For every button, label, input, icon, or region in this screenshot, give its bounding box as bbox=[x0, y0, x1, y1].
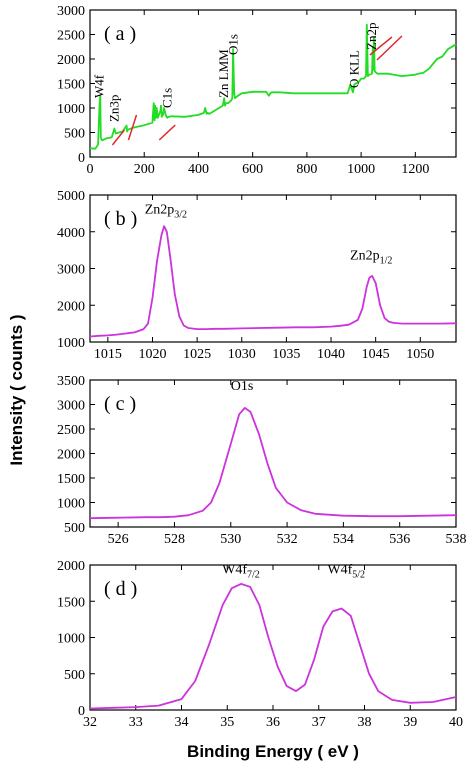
x-tick-label: 1040 bbox=[317, 347, 345, 362]
peak-annotation-subscript: 5/2 bbox=[352, 570, 365, 581]
annotation-pointer bbox=[376, 35, 403, 61]
y-tick-label: 5000 bbox=[57, 189, 85, 204]
x-tick-label: 600 bbox=[242, 162, 263, 177]
x-tick-label: 1000 bbox=[347, 162, 375, 177]
x-tick-label: 32 bbox=[83, 715, 97, 730]
y-tick-label: 1000 bbox=[57, 102, 85, 117]
spectrum-line bbox=[89, 225, 457, 338]
x-tick-label: 40 bbox=[449, 715, 463, 730]
y-tick-label: 1500 bbox=[57, 472, 85, 487]
x-tick-label: 200 bbox=[134, 162, 155, 177]
x-tick-label: 400 bbox=[188, 162, 209, 177]
x-tick-label: 37 bbox=[312, 715, 326, 730]
x-tick-label: 1035 bbox=[272, 347, 300, 362]
panel-label: ( a ) bbox=[104, 23, 136, 45]
y-axis-label-container: Intensity ( counts ) bbox=[4, 200, 30, 580]
peak-annotation: Zn2p bbox=[364, 23, 379, 50]
annotation-pointer bbox=[111, 129, 125, 146]
plot-frame bbox=[89, 379, 457, 528]
y-tick-label: 1000 bbox=[57, 497, 85, 512]
y-tick-label: 0 bbox=[78, 151, 85, 166]
panel-label: ( c ) bbox=[104, 393, 136, 415]
x-tick-label: 1015 bbox=[94, 347, 122, 362]
y-tick-label: 3000 bbox=[57, 4, 85, 19]
x-tick-label: 530 bbox=[220, 532, 241, 547]
x-tick-label: 536 bbox=[389, 532, 410, 547]
plot-frame bbox=[89, 9, 457, 158]
y-tick-label: 2000 bbox=[57, 448, 85, 463]
chart-panel-1: 0 200 400 600 800 1000 1200 0 500 1000 1500 2000 250… bbox=[57, 4, 457, 177]
x-tick-label: 1025 bbox=[183, 347, 211, 362]
y-tick-label: 2000 bbox=[57, 53, 85, 68]
peak-annotation-subscript: 1/2 bbox=[380, 255, 393, 266]
chart-panel-2: 1015 1020 1025 1030 1035 1040 1045 1050 1000 2000… bbox=[57, 189, 457, 362]
peak-annotation: Zn2p3/2 bbox=[145, 202, 187, 220]
x-tick-label: 39 bbox=[403, 715, 417, 730]
y-axis-label: Intensity ( counts ) bbox=[7, 314, 26, 466]
y-tick-label: 500 bbox=[64, 127, 85, 142]
x-tick-label: 800 bbox=[296, 162, 317, 177]
y-tick-label: 3500 bbox=[57, 374, 85, 389]
x-tick-label: 532 bbox=[277, 532, 298, 547]
x-tick-label: 1200 bbox=[401, 162, 429, 177]
annotation-pointer bbox=[158, 124, 176, 141]
peak-annotation: C1s bbox=[159, 88, 174, 108]
y-tick-label: 1500 bbox=[57, 78, 85, 93]
x-tick-label: 1045 bbox=[362, 347, 390, 362]
peak-annotation: O1s bbox=[226, 34, 241, 55]
x-tick-label: 0 bbox=[87, 162, 94, 177]
peak-annotation: O1s bbox=[231, 379, 254, 394]
y-tick-label: 2500 bbox=[57, 423, 85, 438]
x-tick-label: 35 bbox=[220, 715, 234, 730]
y-tick-label: 1000 bbox=[57, 336, 85, 351]
x-tick-label: 538 bbox=[446, 532, 467, 547]
x-tick-label: 1020 bbox=[138, 347, 166, 362]
spectrum-line bbox=[89, 583, 457, 710]
x-tick-label: 1050 bbox=[406, 347, 434, 362]
x-tick-label: 34 bbox=[175, 715, 189, 730]
y-tick-label: 3000 bbox=[57, 399, 85, 414]
plot-frame bbox=[89, 564, 457, 711]
x-axis-label: Binding Energy ( eV ) bbox=[187, 742, 359, 761]
panel-label: ( d ) bbox=[104, 578, 137, 600]
annotation-pointer bbox=[127, 114, 138, 141]
y-tick-label: 3000 bbox=[57, 263, 85, 278]
y-tick-label: 500 bbox=[64, 521, 85, 536]
peak-annotation-subscript: 3/2 bbox=[174, 209, 187, 220]
peak-annotation: W4f bbox=[91, 74, 106, 98]
y-tick-label: 2000 bbox=[57, 299, 85, 314]
peak-annotation: Zn LMM bbox=[216, 49, 231, 98]
peak-annotation-subscript: 7/2 bbox=[247, 570, 260, 581]
x-tick-label: 36 bbox=[266, 715, 280, 730]
chart-panel-3: 526 528 530 532 534 536 538 500 1000 1500 2000 2500… bbox=[57, 374, 467, 547]
x-tick-label: 1030 bbox=[228, 347, 256, 362]
spectrum-line bbox=[89, 23, 457, 150]
y-tick-label: 1500 bbox=[57, 595, 85, 610]
spectrum-line bbox=[89, 406, 457, 520]
peak-annotation: O KLL bbox=[346, 50, 361, 88]
peak-annotation: Zn2p1/2 bbox=[350, 248, 392, 266]
y-tick-label: 2500 bbox=[57, 29, 85, 44]
y-tick-label: 4000 bbox=[57, 226, 85, 241]
x-tick-label: 526 bbox=[108, 532, 129, 547]
x-tick-label: 528 bbox=[164, 532, 185, 547]
x-tick-label: 534 bbox=[333, 532, 354, 547]
y-tick-label: 0 bbox=[78, 704, 85, 719]
annotation-pointer bbox=[369, 36, 393, 56]
x-tick-label: 38 bbox=[358, 715, 372, 730]
y-tick-label: 1000 bbox=[57, 632, 85, 647]
y-tick-label: 2000 bbox=[57, 559, 85, 574]
peak-annotation: Zn3p bbox=[106, 95, 121, 122]
y-tick-label: 500 bbox=[64, 668, 85, 683]
x-tick-label: 33 bbox=[129, 715, 143, 730]
panel-label: ( b ) bbox=[104, 208, 137, 230]
